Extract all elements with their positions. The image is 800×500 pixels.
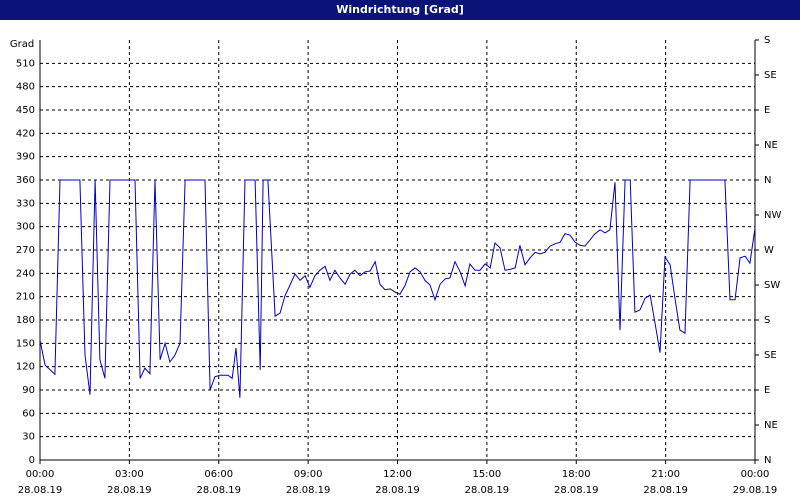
y-tick-label: 270 (16, 245, 35, 256)
y-tick-label: 0 (29, 455, 35, 466)
y2-tick-label: NW (764, 210, 781, 221)
y-tick-label: 300 (16, 222, 35, 233)
x-tick-date: 28.08.19 (554, 485, 599, 496)
y-tick-label: 180 (16, 315, 35, 326)
y2-tick-label: SE (764, 70, 777, 81)
y-tick-label: 150 (16, 338, 35, 349)
y2-tick-label: W (764, 245, 774, 256)
y-tick-label: 390 (16, 152, 35, 163)
y-tick-label: 240 (16, 268, 35, 279)
x-tick-label: 00:00 (26, 469, 55, 480)
x-tick-date: 28.08.19 (286, 485, 331, 496)
data-line (39, 179, 756, 398)
y-tick-label: 90 (22, 385, 35, 396)
y2-tick-label: S (764, 35, 770, 46)
y-tick-label: 120 (16, 362, 35, 373)
y2-tick-label: N (764, 455, 771, 466)
y-tick-label: 510 (16, 58, 35, 69)
x-tick-date: 28.08.19 (643, 485, 688, 496)
x-tick-date: 28.08.19 (375, 485, 420, 496)
x-tick-date: 29.08.19 (733, 485, 778, 496)
y-tick-label: 420 (16, 128, 35, 139)
x-tick-label: 21:00 (651, 469, 680, 480)
title-bar: Windrichtung [Grad] (0, 0, 800, 20)
x-tick-date: 28.08.19 (196, 485, 241, 496)
y-tick-label: 210 (16, 292, 35, 303)
y-tick-label: 330 (16, 198, 35, 209)
x-tick-label: 03:00 (115, 469, 144, 480)
y2-tick-label: SW (764, 280, 780, 291)
y2-tick-label: NE (764, 140, 778, 151)
chart: Grad 0 30 60 90 120 150 180 210 240 270 300 330 360 3… (10, 35, 782, 496)
y-tick-label: 30 (22, 432, 35, 443)
x-tick-date: 28.08.19 (465, 485, 510, 496)
y2-tick-label: E (764, 105, 770, 116)
x-tick-label: 09:00 (294, 469, 323, 480)
y-tick-label: 360 (16, 175, 35, 186)
x-tick-date: 28.08.19 (18, 485, 63, 496)
y2-tick-label: S (764, 315, 770, 326)
x-tick-label: 18:00 (562, 469, 591, 480)
y-tick-label: 60 (22, 408, 35, 419)
x-tick-label: 15:00 (472, 469, 501, 480)
x-tick-label: 06:00 (204, 469, 233, 480)
y2-tick-label: N (764, 175, 771, 186)
x-tick-date: 28.08.19 (107, 485, 152, 496)
y2-tick-label: SE (764, 350, 777, 361)
y-tick-label: 450 (16, 105, 35, 116)
x-tick-label: 12:00 (383, 469, 412, 480)
x-tick-label: 00:00 (741, 469, 770, 480)
y-tick-label: 480 (16, 82, 35, 93)
y2-tick-label: E (764, 385, 770, 396)
y2-tick-label: NE (764, 420, 778, 431)
y-axis-label: Grad (10, 39, 34, 50)
